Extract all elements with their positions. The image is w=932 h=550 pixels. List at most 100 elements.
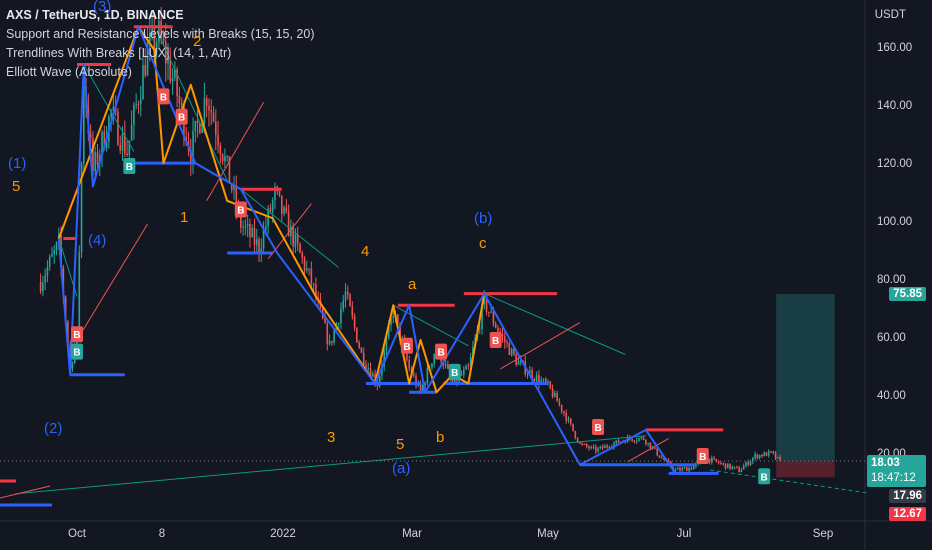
candle-body: [158, 20, 160, 43]
candle-body: [151, 27, 153, 33]
break-badge-box: [157, 88, 170, 105]
candle-body: [483, 294, 486, 305]
candle-body: [640, 437, 643, 439]
candle-body: [777, 457, 779, 459]
candle-body: [331, 340, 333, 343]
break-badge-box: [71, 343, 83, 360]
candle-body: [658, 455, 661, 458]
candle-body: [533, 379, 536, 381]
candle-body: [214, 121, 217, 136]
candle-body: [176, 69, 178, 97]
chart-legend: AXS / TetherUS, 1D, BINANCE Support and …: [6, 6, 315, 82]
y-tick-label: 120.00: [877, 158, 913, 170]
break-badge-label: B: [178, 113, 185, 124]
candle-body: [78, 252, 81, 329]
candle-body: [51, 254, 53, 257]
candle-body: [733, 466, 736, 468]
long-position-tool[interactable]: [776, 294, 835, 478]
candle-body: [506, 342, 508, 344]
break-badge-label: B: [73, 330, 80, 341]
candle-body: [576, 437, 579, 443]
candle-body: [715, 458, 718, 462]
wave-label: 4: [361, 243, 370, 260]
candle-body: [280, 195, 283, 214]
position-target-zone: [776, 294, 835, 462]
candle-body: [135, 104, 137, 106]
symbol-title[interactable]: AXS / TetherUS, 1D, BINANCE: [6, 8, 184, 22]
candle-body: [119, 144, 122, 151]
candle-body: [583, 444, 586, 446]
candle-body: [80, 163, 83, 253]
candle-body: [717, 461, 720, 464]
candle-body: [178, 96, 181, 104]
candle-body: [92, 137, 94, 172]
candle-body: [738, 467, 740, 473]
candle-body: [137, 104, 140, 106]
candle-body: [169, 58, 172, 82]
candle-body: [492, 311, 495, 324]
candle-body: [224, 156, 226, 162]
indicator-trendlines[interactable]: Trendlines With Breaks [LUX] (14, 1, Atr…: [6, 46, 232, 60]
candle-body: [130, 124, 133, 141]
break-badge: B: [758, 468, 771, 485]
candle-body: [278, 190, 281, 196]
break-badge: B: [123, 158, 136, 174]
x-tick-label: Oct: [68, 528, 86, 540]
trendline: [158, 35, 228, 181]
break-badge-label: B: [73, 348, 80, 359]
candle-body: [465, 365, 467, 370]
candle-body: [503, 336, 506, 343]
candle-body: [112, 107, 115, 111]
candle-body: [360, 347, 363, 353]
break-badge-box: [435, 343, 448, 360]
y-tick-label: 40.00: [877, 390, 906, 402]
candle-body: [144, 64, 147, 76]
candle-body: [526, 373, 529, 375]
candle-body: [372, 373, 374, 377]
candle-body: [203, 98, 206, 123]
candle-body: [39, 282, 42, 292]
candle-body: [306, 268, 308, 271]
candle-body: [601, 446, 604, 449]
candle-body: [549, 381, 552, 389]
candle-body: [469, 357, 472, 367]
candle-body: [212, 112, 215, 122]
candle-body: [649, 442, 652, 449]
indicator-elliott-wave[interactable]: Elliott Wave (Absolute): [6, 65, 132, 79]
candle-body: [761, 454, 763, 457]
candle-body: [253, 228, 256, 245]
candle-body: [751, 457, 754, 462]
candle-body: [48, 256, 51, 268]
candle-body: [308, 268, 310, 270]
candle-body: [255, 239, 258, 245]
candle-body: [399, 322, 401, 341]
indicator-sr-levels[interactable]: Support and Resistance Levels with Break…: [6, 27, 315, 41]
candle-body: [133, 104, 135, 125]
break-badge: B: [71, 343, 83, 360]
candle-body: [315, 284, 317, 298]
candle-body: [581, 443, 583, 445]
trendline: [240, 188, 339, 268]
candle-body: [246, 224, 249, 227]
candle-body: [105, 141, 108, 149]
candle-body: [656, 448, 659, 456]
candle-body: [501, 334, 504, 337]
candle-body: [194, 121, 197, 131]
break-badge: B: [435, 343, 448, 360]
break-badge-box: [71, 326, 83, 343]
candle-body: [767, 451, 770, 456]
candle-body: [467, 365, 470, 367]
trendline: [206, 101, 265, 202]
candle-body: [180, 103, 183, 106]
candle-body: [42, 282, 44, 292]
candle-body: [285, 207, 288, 212]
candle-body: [383, 350, 385, 366]
candle-body: [488, 311, 490, 313]
candle-body: [720, 463, 722, 465]
candle-body: [531, 370, 533, 380]
candle-body: [123, 133, 126, 154]
break-badge: B: [175, 108, 188, 125]
break-badge-label: B: [761, 472, 768, 483]
candle-body: [337, 323, 340, 325]
